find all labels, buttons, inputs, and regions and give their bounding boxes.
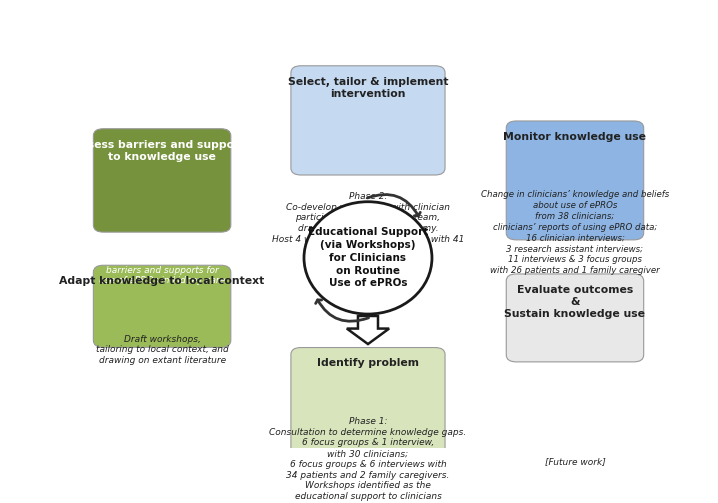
FancyBboxPatch shape (291, 348, 445, 459)
Ellipse shape (304, 202, 432, 314)
FancyBboxPatch shape (93, 129, 230, 232)
FancyBboxPatch shape (93, 265, 230, 348)
Text: [Future work]: [Future work] (544, 457, 605, 466)
Text: Select, tailor & implement
intervention: Select, tailor & implement intervention (288, 76, 448, 99)
FancyBboxPatch shape (291, 66, 445, 175)
FancyBboxPatch shape (506, 274, 644, 362)
Text: Phase 2:
Co-develop workshops with clinician
participants and research team,
dra: Phase 2: Co-develop workshops with clini… (272, 192, 464, 255)
Text: Draft workshops,
tailoring to local context, and
drawing on extant literature: Draft workshops, tailoring to local cont… (95, 334, 228, 365)
Text: Adapt knowledge to local context: Adapt knowledge to local context (60, 276, 265, 286)
Text: Assess barriers and supports
to knowledge use: Assess barriers and supports to knowledg… (73, 139, 251, 161)
Text: Educational Support
(via Workshops)
for Clinicians
on Routine
Use of ePROs: Educational Support (via Workshops) for … (308, 227, 428, 289)
Text: Change in clinicians’ knowledge and beliefs
about use of ePROs
from 38 clinician: Change in clinicians’ knowledge and beli… (481, 191, 669, 275)
FancyBboxPatch shape (506, 121, 644, 240)
Text: Phase 1:
Consultation to determine knowledge gaps.
6 focus groups & 1 interview,: Phase 1: Consultation to determine knowl… (269, 417, 467, 501)
Polygon shape (347, 316, 389, 344)
Text: Identify problem: Identify problem (317, 359, 419, 368)
Text: Evaluate outcomes
&
Sustain knowledge use: Evaluate outcomes & Sustain knowledge us… (505, 285, 645, 319)
Text: Ensure workshops attend to
barriers and supports for
use of ePROs in kidney care: Ensure workshops attend to barriers and … (98, 255, 225, 285)
Text: Monitor knowledge use: Monitor knowledge use (503, 132, 646, 142)
